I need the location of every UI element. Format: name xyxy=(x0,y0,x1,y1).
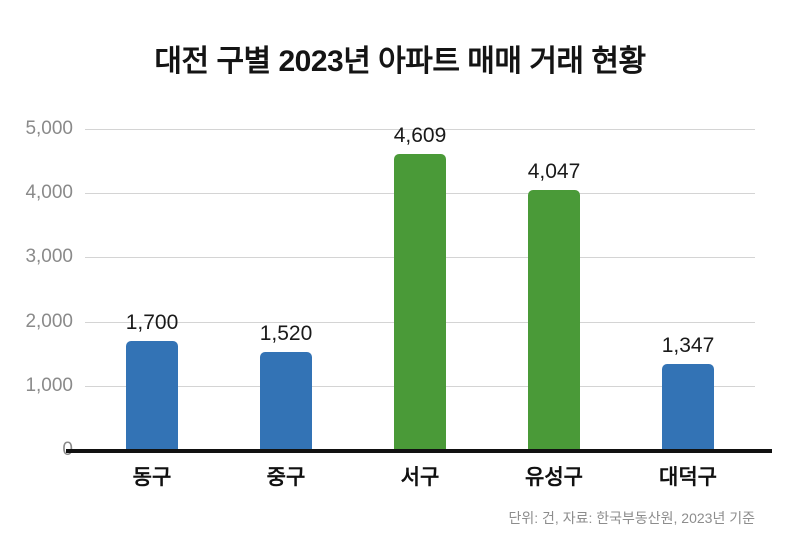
bar-value-label: 4,047 xyxy=(527,160,581,184)
bar-value-label: 4,609 xyxy=(393,124,447,148)
bar[interactable] xyxy=(126,340,178,450)
y-axis-tick-label: 5,000 xyxy=(25,118,73,139)
bar-slot: 1,520 xyxy=(260,129,312,450)
y-axis-tick-label: 0 xyxy=(7,439,73,461)
bar-value-label: 1,700 xyxy=(125,310,179,334)
y-axis-tick-label: 4,000 xyxy=(25,182,73,204)
y-axis: 5,000 4,000 3,000 2,000 1,000 0 xyxy=(0,0,73,560)
chart-title: 대전 구별 2023년 아파트 매매 거래 현황 xyxy=(154,45,646,78)
bar-value-label: 1,347 xyxy=(661,333,715,357)
bar-slot: 4,047 xyxy=(528,129,580,450)
x-axis-category-label: 중구 xyxy=(266,466,306,489)
gridline xyxy=(85,129,755,130)
x-axis-category-label: 동구 xyxy=(132,466,172,489)
x-axis-category-label: 유성구 xyxy=(525,466,583,489)
bar-value-label: 1,520 xyxy=(259,322,313,346)
bar-slot: 4,609 xyxy=(394,124,446,450)
bar[interactable] xyxy=(260,352,312,450)
bar-slot: 1,347 xyxy=(662,129,714,450)
chart-footnote: 단위: 건, 자료: 한국부동산원, 2023년 기준 xyxy=(508,510,755,526)
x-axis-category-label: 서구 xyxy=(400,466,440,489)
bar-slot: 1,700 xyxy=(126,129,178,450)
bar[interactable] xyxy=(528,190,580,450)
x-axis-category-label: 대덕구 xyxy=(659,466,717,489)
plot-area: 1,700 1,520 4,609 4,047 1,347 xyxy=(85,124,755,450)
bar[interactable] xyxy=(662,363,714,450)
y-axis-tick-label: 1,000 xyxy=(25,374,73,396)
y-axis-tick-label: 3,000 xyxy=(25,246,73,268)
y-axis-tick-label: 2,000 xyxy=(25,310,73,332)
x-axis-line xyxy=(66,449,772,453)
bar[interactable] xyxy=(394,154,446,450)
